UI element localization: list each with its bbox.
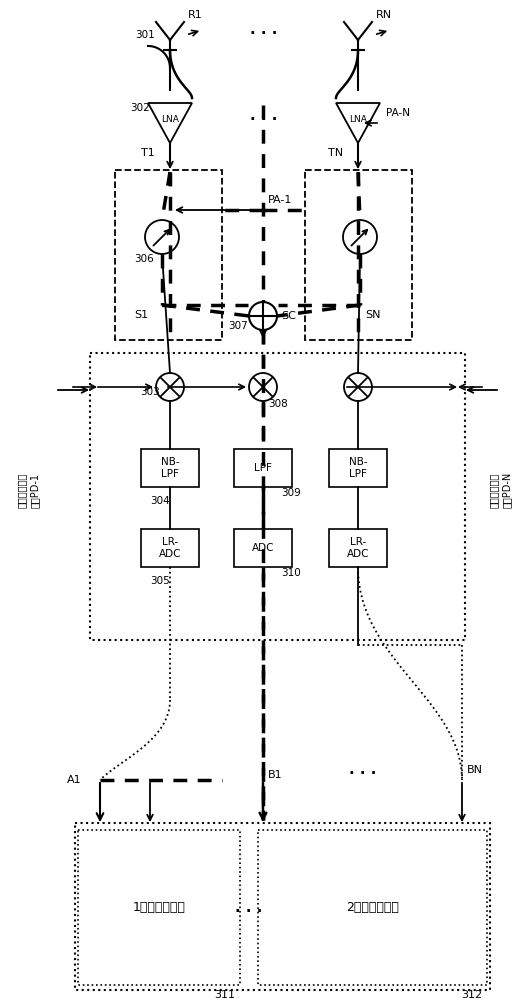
Bar bbox=[75, 823, 490, 990]
Bar bbox=[234, 449, 292, 487]
Text: 305: 305 bbox=[150, 576, 170, 586]
Text: 302: 302 bbox=[130, 103, 150, 113]
Text: LR-
ADC: LR- ADC bbox=[347, 537, 369, 559]
Text: SC: SC bbox=[281, 311, 296, 321]
Bar bbox=[90, 353, 465, 640]
Text: NB-
LPF: NB- LPF bbox=[349, 457, 367, 479]
Text: . . .: . . . bbox=[349, 762, 376, 778]
Text: 数字波束成形
路径PD-N: 数字波束成形 路径PD-N bbox=[489, 472, 511, 508]
Text: 308: 308 bbox=[268, 399, 288, 409]
Text: 2路数字波束器: 2路数字波束器 bbox=[346, 901, 399, 914]
Bar bbox=[115, 170, 222, 340]
Text: 311: 311 bbox=[214, 990, 235, 1000]
Text: B1: B1 bbox=[268, 770, 282, 780]
Text: 310: 310 bbox=[281, 568, 301, 578]
Text: ADC: ADC bbox=[252, 543, 274, 553]
Text: LR-
ADC: LR- ADC bbox=[159, 537, 181, 559]
Bar bbox=[234, 529, 292, 567]
Text: NB-
LPF: NB- LPF bbox=[161, 457, 179, 479]
Bar bbox=[258, 830, 487, 985]
Text: T1: T1 bbox=[141, 148, 155, 158]
Bar bbox=[141, 529, 199, 567]
Text: 306: 306 bbox=[134, 254, 154, 264]
Text: PA-1: PA-1 bbox=[268, 195, 292, 205]
Text: 303: 303 bbox=[140, 387, 160, 397]
Text: R1: R1 bbox=[188, 10, 203, 20]
Text: 304: 304 bbox=[150, 496, 170, 506]
Text: LPF: LPF bbox=[254, 463, 272, 473]
Text: PA-N: PA-N bbox=[386, 108, 410, 118]
Bar bbox=[329, 529, 387, 567]
Bar bbox=[78, 830, 240, 985]
Bar bbox=[329, 449, 387, 487]
Text: 1路数字波束器: 1路数字波束器 bbox=[133, 901, 186, 914]
Text: RN: RN bbox=[376, 10, 392, 20]
Text: 301: 301 bbox=[135, 30, 155, 40]
Bar bbox=[141, 449, 199, 487]
Bar bbox=[305, 170, 412, 340]
Text: S1: S1 bbox=[134, 310, 148, 320]
Text: BN: BN bbox=[467, 765, 483, 775]
Text: 数字波束成形
路径PD-1: 数字波束成形 路径PD-1 bbox=[17, 472, 39, 508]
Text: 312: 312 bbox=[461, 990, 482, 1000]
Text: . . .: . . . bbox=[250, 22, 278, 37]
Text: LNA: LNA bbox=[161, 114, 179, 123]
Text: 307: 307 bbox=[228, 321, 248, 331]
Text: TN: TN bbox=[328, 148, 343, 158]
Text: A1: A1 bbox=[67, 775, 82, 785]
Text: LNA: LNA bbox=[349, 114, 367, 123]
Text: 309: 309 bbox=[281, 488, 301, 498]
Text: . . .: . . . bbox=[250, 107, 278, 122]
Text: SN: SN bbox=[365, 310, 380, 320]
Text: . . .: . . . bbox=[236, 900, 262, 915]
